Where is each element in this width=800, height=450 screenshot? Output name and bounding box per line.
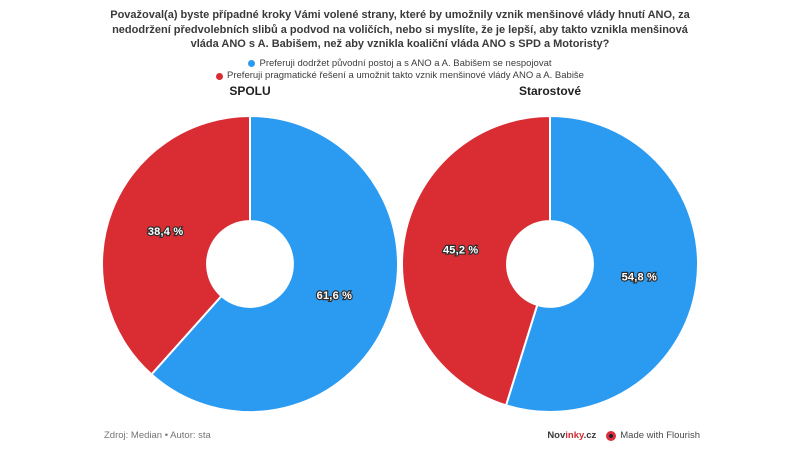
novinky-logo-suffix: .cz [583, 430, 597, 441]
legend-label-blue: Preferuji dodržet původní postoj a s ANO… [259, 57, 552, 69]
slice-value-label-0: 61,6 % [317, 291, 352, 303]
legend: Preferuji dodržet původní postoj a s ANO… [0, 57, 800, 82]
legend-swatch-blue-icon [248, 60, 256, 68]
donut-chart-starostove: 54,8 % 45,2 % [401, 115, 699, 414]
donut-slice-0[interactable] [150, 115, 399, 414]
novinky-logo[interactable]: Novinky.cz [547, 430, 596, 441]
donut-slice-1[interactable] [101, 115, 251, 377]
chart-title-spolu: SPOLU [229, 84, 271, 99]
slice-value-label-1: 38,4 % [148, 226, 183, 238]
chart-title-starostove: Starostové [518, 84, 582, 99]
footer-credits: Novinky.cz Made with Flourish [547, 430, 700, 441]
source-credit: Zdroj: Median • Autor: sta [104, 430, 211, 441]
donut-slice-0[interactable] [504, 115, 699, 414]
legend-swatch-red-icon [216, 72, 224, 80]
chart-starostove: Starostové 54,8 % 45,2 % [400, 84, 700, 414]
chart-spolu: SPOLU 61,6 % 38,4 % [100, 84, 400, 414]
donut-chart-spolu: 61,6 % 38,4 % [101, 115, 399, 414]
donut-slice-1[interactable] [401, 115, 551, 407]
novinky-logo-highlight: inky [565, 430, 584, 441]
novinky-logo-prefix: Nov [547, 430, 566, 441]
chart-question-title: Považoval(a) byste případné kroky Vámi v… [110, 9, 690, 51]
legend-item-blue[interactable]: Preferuji dodržet původní postoj a s ANO… [248, 57, 552, 69]
slice-value-label-1: 45,2 % [443, 245, 478, 257]
made-with-flourish-link[interactable]: Made with Flourish [606, 430, 700, 441]
charts-row: SPOLU 61,6 % 38,4 % Starostové 54,8 % 45,2… [0, 84, 800, 414]
legend-item-red[interactable]: Preferuji pragmatické řešení a umožnit t… [216, 69, 584, 81]
made-with-flourish-label: Made with Flourish [620, 430, 700, 441]
slice-value-label-0: 54,8 % [622, 272, 657, 284]
flourish-logo-icon [606, 430, 617, 441]
footer: Zdroj: Median • Autor: sta Novinky.cz Ma… [104, 430, 700, 441]
legend-label-red: Preferuji pragmatické řešení a umožnit t… [227, 69, 584, 81]
